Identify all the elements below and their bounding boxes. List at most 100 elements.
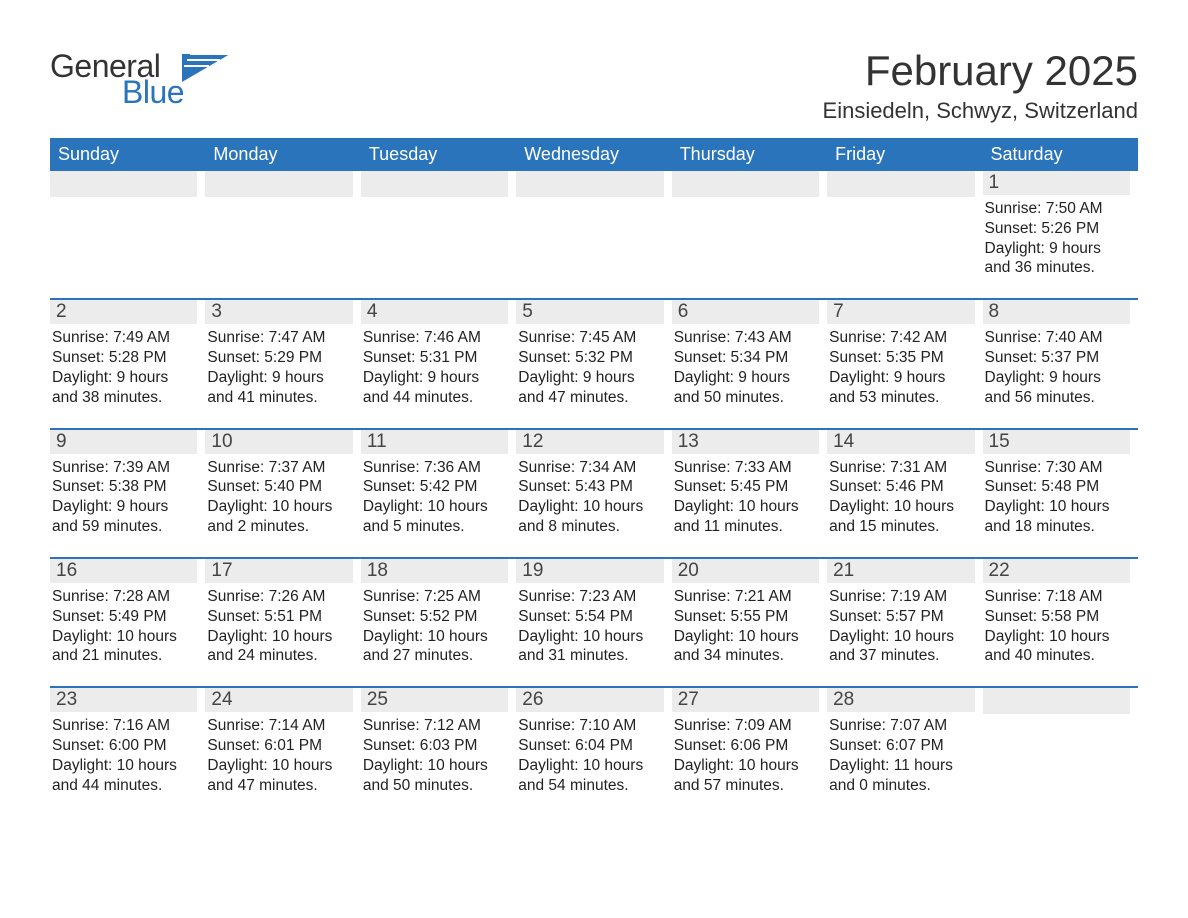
day-cell: 17Sunrise: 7:26 AMSunset: 5:51 PMDayligh… bbox=[205, 559, 360, 668]
day-cell: 25Sunrise: 7:12 AMSunset: 6:03 PMDayligh… bbox=[361, 688, 516, 797]
day-number: 15 bbox=[983, 430, 1130, 454]
sunset-line: Sunset: 5:48 PM bbox=[985, 477, 1128, 497]
daylight-line: Daylight: 10 hours and 18 minutes. bbox=[985, 497, 1128, 537]
day-number: 8 bbox=[983, 300, 1130, 324]
sunset-line: Sunset: 5:26 PM bbox=[985, 219, 1128, 239]
day-body bbox=[361, 197, 508, 203]
daylight-line: Daylight: 10 hours and 54 minutes. bbox=[518, 756, 661, 796]
day-cell: 12Sunrise: 7:34 AMSunset: 5:43 PMDayligh… bbox=[516, 430, 671, 539]
week-row: 2 Sunrise: 7:49 AMSunset: 5:28 PM Daylight… bbox=[50, 298, 1138, 409]
day-cell: 7 Sunrise: 7:42 AMSunset: 5:35 PMDaylight… bbox=[827, 300, 982, 409]
sunset-line: Sunset: 5:45 PM bbox=[674, 477, 817, 497]
day-body bbox=[983, 714, 1130, 720]
day-number: 2 bbox=[50, 300, 197, 324]
day-body: Sunrise: 7:39 AMSunset: 5:38 PMDaylight:… bbox=[50, 454, 197, 539]
day-number: 21 bbox=[827, 559, 974, 583]
day-number: 7 bbox=[827, 300, 974, 324]
day-cell: 10Sunrise: 7:37 AMSunset: 5:40 PMDayligh… bbox=[205, 430, 360, 539]
day-number: 28 bbox=[827, 688, 974, 712]
daylight-line: Daylight: 9 hours and 41 minutes. bbox=[207, 368, 350, 408]
sunrise-line: Sunrise: 7:16 AM bbox=[52, 716, 195, 736]
sunrise-line: Sunrise: 7:25 AM bbox=[363, 587, 506, 607]
day-cell: 5Sunrise: 7:45 AMSunset: 5:32 PMDaylight… bbox=[516, 300, 671, 409]
day-body bbox=[50, 197, 197, 203]
weekday-header-cell: Monday bbox=[205, 138, 360, 171]
daylight-line: Daylight: 9 hours and 56 minutes. bbox=[985, 368, 1128, 408]
day-cell: 4Sunrise: 7:46 AMSunset: 5:31 PMDaylight… bbox=[361, 300, 516, 409]
logo: General Blue bbox=[50, 50, 230, 108]
daylight-line: Daylight: 10 hours and 40 minutes. bbox=[985, 627, 1128, 667]
daylight-line: Daylight: 10 hours and 34 minutes. bbox=[674, 627, 817, 667]
day-cell: 1Sunrise: 7:50 AMSunset: 5:26 PMDaylight… bbox=[983, 171, 1138, 280]
week-row: 23Sunrise: 7:16 AMSunset: 6:00 PMDayligh… bbox=[50, 686, 1138, 797]
day-body bbox=[827, 197, 974, 203]
sunset-line: Sunset: 6:04 PM bbox=[518, 736, 661, 756]
day-number bbox=[50, 171, 197, 197]
day-cell: 3Sunrise: 7:47 AMSunset: 5:29 PMDaylight… bbox=[205, 300, 360, 409]
day-body: Sunrise: 7:19 AMSunset: 5:57 PMDaylight:… bbox=[827, 583, 974, 668]
day-cell: 18Sunrise: 7:25 AMSunset: 5:52 PMDayligh… bbox=[361, 559, 516, 668]
weeks-container: 1Sunrise: 7:50 AMSunset: 5:26 PMDaylight… bbox=[50, 171, 1138, 798]
day-body: Sunrise: 7:43 AMSunset: 5:34 PMDaylight:… bbox=[672, 324, 819, 409]
day-body: Sunrise: 7:07 AMSunset: 6:07 PMDaylight:… bbox=[827, 712, 974, 797]
daylight-line: Daylight: 9 hours and 53 minutes. bbox=[829, 368, 972, 408]
sunrise-line: Sunrise: 7:36 AM bbox=[363, 458, 506, 478]
day-cell: 16Sunrise: 7:28 AMSunset: 5:49 PMDayligh… bbox=[50, 559, 205, 668]
day-body: Sunrise: 7:33 AMSunset: 5:45 PMDaylight:… bbox=[672, 454, 819, 539]
day-cell: 14Sunrise: 7:31 AMSunset: 5:46 PMDayligh… bbox=[827, 430, 982, 539]
day-body: Sunrise: 7:34 AMSunset: 5:43 PMDaylight:… bbox=[516, 454, 663, 539]
weekday-header-cell: Sunday bbox=[50, 138, 205, 171]
day-number: 27 bbox=[672, 688, 819, 712]
weekday-header-cell: Wednesday bbox=[516, 138, 671, 171]
day-body: Sunrise: 7:16 AMSunset: 6:00 PMDaylight:… bbox=[50, 712, 197, 797]
daylight-line: Daylight: 10 hours and 21 minutes. bbox=[52, 627, 195, 667]
sunset-line: Sunset: 5:42 PM bbox=[363, 477, 506, 497]
day-body: Sunrise: 7:26 AMSunset: 5:51 PMDaylight:… bbox=[205, 583, 352, 668]
day-cell: 20Sunrise: 7:21 AMSunset: 5:55 PMDayligh… bbox=[672, 559, 827, 668]
day-number: 1 bbox=[983, 171, 1130, 195]
day-cell: 21Sunrise: 7:19 AMSunset: 5:57 PMDayligh… bbox=[827, 559, 982, 668]
day-number: 16 bbox=[50, 559, 197, 583]
flag-icon bbox=[182, 54, 230, 82]
daylight-line: Daylight: 10 hours and 44 minutes. bbox=[52, 756, 195, 796]
sunrise-line: Sunrise: 7:42 AM bbox=[829, 328, 972, 348]
day-number: 9 bbox=[50, 430, 197, 454]
daylight-line: Daylight: 10 hours and 57 minutes. bbox=[674, 756, 817, 796]
sunset-line: Sunset: 5:35 PM bbox=[829, 348, 972, 368]
week-row: 9Sunrise: 7:39 AMSunset: 5:38 PMDaylight… bbox=[50, 428, 1138, 539]
sunset-line: Sunset: 6:00 PM bbox=[52, 736, 195, 756]
day-number: 4 bbox=[361, 300, 508, 324]
sunrise-line: Sunrise: 7:07 AM bbox=[829, 716, 972, 736]
sunrise-line: Sunrise: 7:23 AM bbox=[518, 587, 661, 607]
weekday-header-cell: Friday bbox=[827, 138, 982, 171]
day-number: 24 bbox=[205, 688, 352, 712]
calendar-page: General Blue February 2025 Einsiedeln, S… bbox=[0, 0, 1188, 838]
sunrise-line: Sunrise: 7:49 AM bbox=[52, 328, 195, 348]
day-cell: 6Sunrise: 7:43 AMSunset: 5:34 PMDaylight… bbox=[672, 300, 827, 409]
day-body: Sunrise: 7:46 AMSunset: 5:31 PMDaylight:… bbox=[361, 324, 508, 409]
daylight-line: Daylight: 10 hours and 15 minutes. bbox=[829, 497, 972, 537]
weekday-header-cell: Thursday bbox=[672, 138, 827, 171]
day-body: Sunrise: 7:10 AMSunset: 6:04 PMDaylight:… bbox=[516, 712, 663, 797]
week-row: 1Sunrise: 7:50 AMSunset: 5:26 PMDaylight… bbox=[50, 171, 1138, 280]
daylight-line: Daylight: 10 hours and 50 minutes. bbox=[363, 756, 506, 796]
sunrise-line: Sunrise: 7:39 AM bbox=[52, 458, 195, 478]
sunrise-line: Sunrise: 7:40 AM bbox=[985, 328, 1128, 348]
day-number bbox=[205, 171, 352, 197]
day-number: 20 bbox=[672, 559, 819, 583]
sunset-line: Sunset: 5:52 PM bbox=[363, 607, 506, 627]
day-number: 10 bbox=[205, 430, 352, 454]
weekday-header-cell: Tuesday bbox=[361, 138, 516, 171]
sunset-line: Sunset: 5:28 PM bbox=[52, 348, 195, 368]
day-cell bbox=[983, 688, 1138, 797]
day-number: 25 bbox=[361, 688, 508, 712]
day-body: Sunrise: 7:25 AMSunset: 5:52 PMDaylight:… bbox=[361, 583, 508, 668]
day-cell bbox=[827, 171, 982, 280]
header: General Blue February 2025 Einsiedeln, S… bbox=[50, 50, 1138, 124]
week-row: 16Sunrise: 7:28 AMSunset: 5:49 PMDayligh… bbox=[50, 557, 1138, 668]
daylight-line: Daylight: 10 hours and 2 minutes. bbox=[207, 497, 350, 537]
sunrise-line: Sunrise: 7:33 AM bbox=[674, 458, 817, 478]
day-body: Sunrise: 7:47 AMSunset: 5:29 PMDaylight:… bbox=[205, 324, 352, 409]
day-cell: 27Sunrise: 7:09 AMSunset: 6:06 PMDayligh… bbox=[672, 688, 827, 797]
day-number: 13 bbox=[672, 430, 819, 454]
